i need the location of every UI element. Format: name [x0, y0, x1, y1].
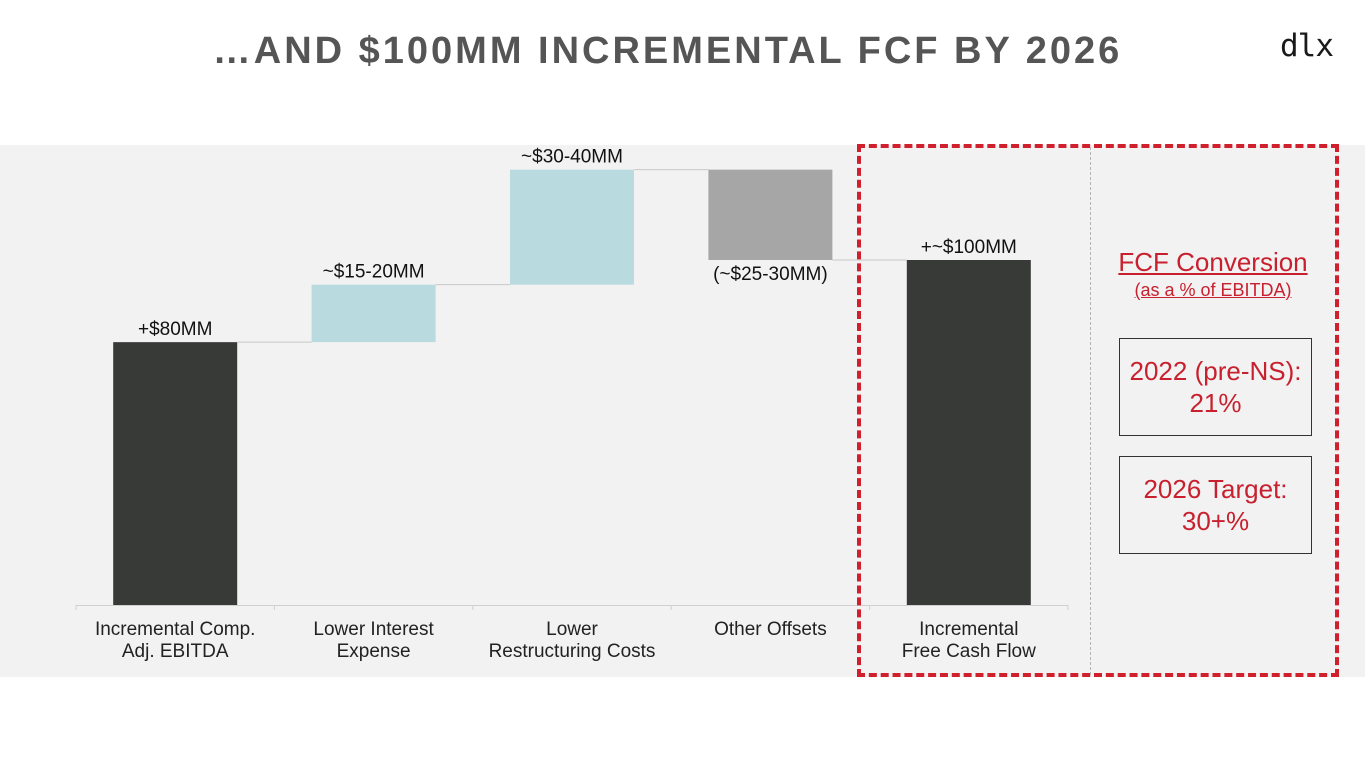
bar-value-label: (~$25-30MM) — [713, 264, 828, 285]
category-label: Lower Interest Expense — [313, 619, 434, 662]
bar-value-label: +$80MM — [138, 319, 212, 340]
category-label: Lower Restructuring Costs — [489, 619, 656, 662]
fcf-2022-value: 21% — [1189, 388, 1242, 418]
fcf-2026-box: 2026 Target: 30+% — [1119, 456, 1312, 554]
chart-panel: +$80MM Incremental Comp. Adj. EBITDA ~$15-2… — [0, 145, 1365, 677]
waterfall-bar — [708, 169, 833, 260]
category-label: Incremental Free Cash Flow — [902, 619, 1036, 662]
bar-value-label: ~$30-40MM — [521, 147, 623, 168]
waterfall-bar — [311, 284, 436, 343]
waterfall-bar — [906, 260, 1031, 605]
page-title: …AND $100MM INCREMENTAL FCF BY 2026 — [212, 30, 1123, 72]
fcf-2026-label: 2026 Target: — [1143, 474, 1288, 504]
fcf-conversion-subtitle: (as a % of EBITDA) — [1134, 280, 1292, 300]
bar-value-label: +~$100MM — [921, 237, 1017, 258]
waterfall-bar — [113, 342, 238, 605]
dlx-logo: dlx — [1280, 28, 1334, 64]
category-label: Incremental Comp. Adj. EBITDA — [95, 619, 256, 662]
side-panel-divider — [1090, 147, 1091, 675]
fcf-2022-box: 2022 (pre-NS): 21% — [1119, 338, 1312, 436]
bar-value-label: ~$15-20MM — [323, 262, 425, 283]
waterfall-bar — [510, 169, 634, 285]
fcf-2026-value: 30+% — [1181, 506, 1250, 536]
category-label: Other Offsets — [714, 619, 827, 640]
fcf-conversion-title: FCF Conversion — [1118, 247, 1308, 277]
fcf-2022-label: 2022 (pre-NS): — [1129, 356, 1302, 386]
waterfall-chart: +$80MM Incremental Comp. Adj. EBITDA ~$15-2… — [75, 147, 1069, 662]
fcf-highlight-frame — [857, 144, 1339, 677]
